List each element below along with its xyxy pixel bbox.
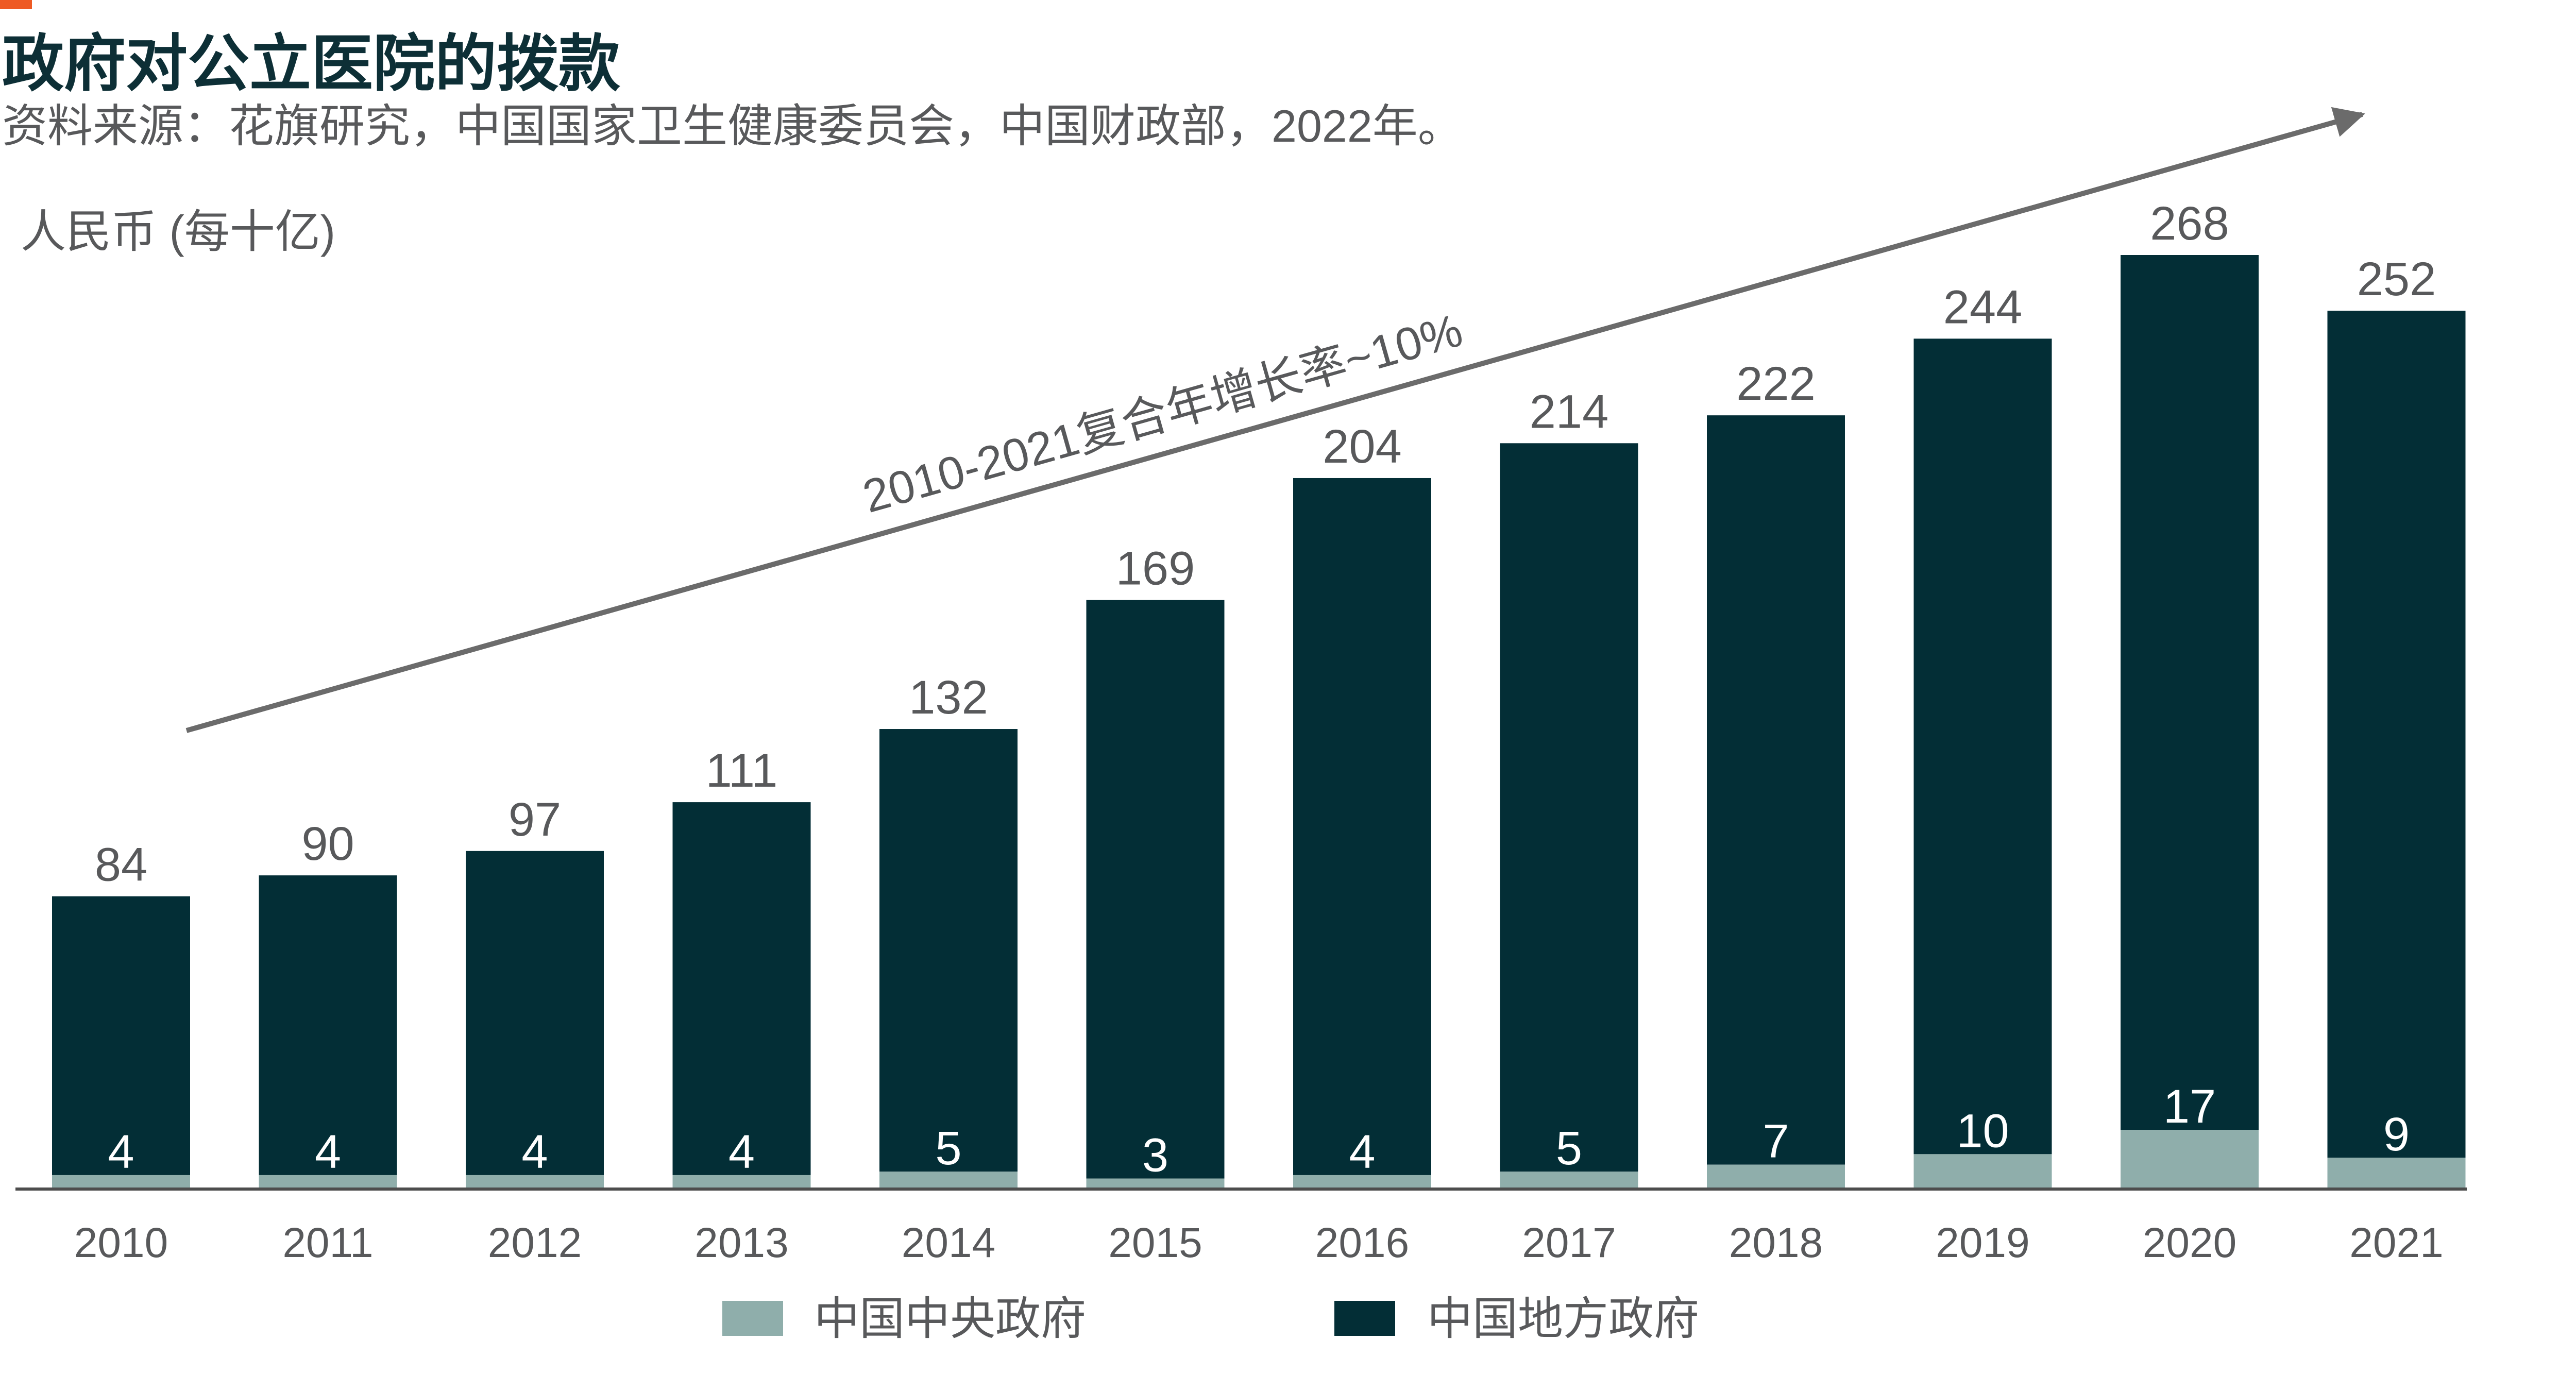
year-label-2021: 2021 (2349, 1219, 2443, 1266)
total-labels-group: 84 90 97 111 132 169 204 214 222 244 268 252 (95, 197, 2436, 891)
bar-local-2019 (1913, 338, 2052, 1155)
legend-swatch-local (1334, 1301, 1395, 1336)
year-label-2011: 2011 (282, 1219, 373, 1266)
central-label-2013: 4 (728, 1126, 755, 1178)
year-label-2020: 2020 (2143, 1219, 2236, 1266)
bar-central-2014 (879, 1172, 1018, 1189)
bar-central-2013 (672, 1175, 811, 1189)
year-labels-group: 2010 2011 2012 2013 2014 2015 2016 2017 2018 2019… (74, 1219, 2444, 1266)
bar-local-2016 (1293, 478, 1431, 1175)
accent-mark (0, 0, 32, 9)
bar-local-2014 (879, 729, 1018, 1172)
bar-local-2017 (1500, 443, 1638, 1172)
central-label-2019: 10 (1956, 1105, 2009, 1157)
central-label-2010: 4 (108, 1126, 134, 1178)
total-label-2017: 214 (1530, 385, 1609, 438)
bar-local-2013 (672, 802, 811, 1175)
bar-central-2012 (466, 1175, 604, 1189)
central-label-2014: 5 (935, 1122, 961, 1175)
bar-central-2017 (1500, 1172, 1638, 1189)
year-label-2013: 2013 (694, 1219, 788, 1266)
legend-label-central: 中国中央政府 (814, 1293, 1086, 1344)
year-label-2015: 2015 (1108, 1219, 1202, 1266)
bar-local-2021 (2327, 311, 2466, 1158)
bar-central-2018 (1707, 1164, 1845, 1189)
central-label-2012: 4 (521, 1126, 548, 1178)
chart-title: 政府对公立医院的拨款 (2, 29, 620, 98)
bar-central-2020 (2121, 1129, 2259, 1189)
total-label-2015: 169 (1116, 542, 1195, 595)
bars-group (52, 255, 2466, 1189)
bar-central-2021 (2327, 1158, 2466, 1189)
total-label-2012: 97 (509, 793, 561, 846)
year-label-2018: 2018 (1729, 1219, 1823, 1266)
bar-local-2020 (2121, 255, 2259, 1130)
total-label-2010: 84 (95, 839, 147, 891)
bar-central-2015 (1086, 1178, 1225, 1189)
central-labels-group: 4 4 4 4 5 3 4 5 7 10 17 9 (108, 1080, 2410, 1182)
central-label-2018: 7 (1762, 1115, 1789, 1168)
central-label-2016: 4 (1349, 1126, 1375, 1178)
central-label-2017: 5 (1556, 1122, 1582, 1175)
central-label-2011: 4 (315, 1126, 341, 1178)
bar-local-2011 (259, 875, 397, 1175)
year-label-2010: 2010 (74, 1219, 168, 1266)
bar-local-2010 (52, 896, 190, 1175)
year-label-2014: 2014 (902, 1219, 995, 1266)
total-label-2021: 252 (2357, 253, 2436, 306)
unit-label: 人民币 (每十亿) (21, 206, 335, 257)
total-label-2016: 204 (1323, 420, 1402, 473)
total-label-2011: 90 (301, 818, 354, 870)
chart-subtitle: 资料来源：花旗研究，中国国家卫生健康委员会，中国财政部，2022年。 (2, 100, 1463, 151)
bar-local-2015 (1086, 600, 1225, 1179)
bar-local-2018 (1707, 415, 1845, 1165)
total-label-2020: 268 (2150, 197, 2229, 250)
bar-central-2016 (1293, 1175, 1431, 1189)
total-label-2014: 132 (909, 671, 988, 724)
total-label-2019: 244 (1943, 281, 2023, 333)
bar-local-2012 (466, 851, 604, 1175)
bar-central-2010 (52, 1175, 190, 1189)
legend-label-local: 中国地方政府 (1427, 1293, 1699, 1344)
trend-arrow (185, 107, 2365, 733)
year-label-2016: 2016 (1315, 1219, 1409, 1266)
bar-central-2011 (259, 1175, 397, 1189)
legend: 中国中央政府 中国地方政府 (722, 1293, 1699, 1344)
central-label-2020: 17 (2163, 1080, 2216, 1133)
total-label-2018: 222 (1736, 358, 1816, 410)
year-label-2017: 2017 (1522, 1219, 1616, 1266)
bar-central-2019 (1913, 1154, 2052, 1189)
total-label-2013: 111 (706, 744, 778, 797)
central-label-2015: 3 (1142, 1129, 1168, 1182)
year-label-2012: 2012 (488, 1219, 582, 1266)
central-label-2021: 9 (2383, 1108, 2410, 1161)
legend-swatch-central (722, 1301, 783, 1336)
year-label-2019: 2019 (1936, 1219, 2029, 1266)
